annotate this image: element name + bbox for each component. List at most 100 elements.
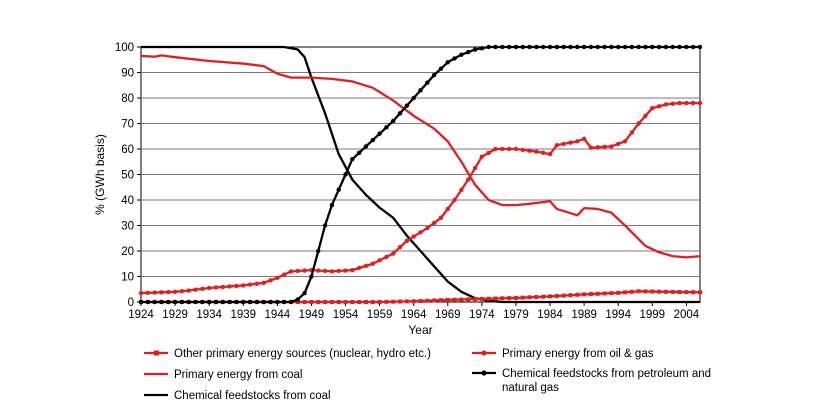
data-point (561, 141, 566, 147)
x-tick-label: 1934 (196, 309, 222, 321)
data-point (684, 290, 689, 295)
data-point (343, 268, 348, 273)
data-point (466, 177, 471, 182)
data-point (452, 197, 457, 203)
data-point (438, 215, 444, 221)
data-point (288, 269, 294, 274)
data-point (377, 258, 382, 263)
x-tick-label: 1999 (639, 309, 665, 321)
data-point (466, 297, 471, 302)
data-point (615, 141, 621, 147)
data-point (602, 44, 607, 50)
data-point (548, 294, 553, 299)
data-point (697, 100, 703, 106)
data-point (159, 290, 164, 295)
data-point (295, 300, 300, 304)
data-point (622, 44, 628, 50)
data-point (473, 297, 478, 302)
data-point (500, 146, 505, 152)
data-point (452, 297, 457, 302)
data-point (568, 44, 573, 50)
data-point (459, 297, 464, 302)
data-point (486, 150, 491, 156)
legend-label: Chemical feedstocks from coal (174, 390, 331, 402)
data-point (575, 292, 580, 297)
data-point (534, 149, 539, 154)
data-point (329, 269, 335, 274)
data-point (363, 144, 369, 149)
data-point (404, 299, 409, 304)
data-point (397, 244, 403, 250)
data-point (418, 230, 423, 235)
data-point (493, 44, 498, 50)
data-point (281, 272, 287, 277)
y-tick-label: 70 (121, 119, 134, 131)
grid-lines (141, 72, 700, 277)
data-point (166, 299, 171, 305)
y-axis-label: % (GWh basis) (93, 134, 107, 215)
data-point (329, 202, 335, 208)
x-tick-label: 1989 (571, 309, 597, 321)
data-point (650, 106, 655, 111)
series-3 (138, 100, 703, 296)
data-point (595, 145, 600, 150)
data-point (493, 296, 498, 301)
data-point (323, 300, 328, 304)
data-point (472, 47, 478, 52)
data-point (350, 300, 355, 304)
data-point (145, 290, 151, 296)
x-tick-label: 1984 (537, 309, 563, 321)
data-point (575, 44, 580, 50)
data-point (391, 118, 396, 124)
data-point (322, 268, 328, 274)
data-point (377, 300, 382, 304)
y-tick-label: 30 (121, 221, 134, 233)
data-point (466, 49, 471, 55)
x-tick-label: 2004 (674, 309, 700, 321)
y-tick-label: 0 (128, 297, 134, 309)
data-point (690, 100, 696, 106)
series-4 (138, 44, 703, 305)
data-point (568, 140, 573, 145)
data-point (295, 268, 300, 274)
data-point (588, 292, 593, 297)
data-point (370, 261, 375, 266)
data-point (643, 289, 648, 294)
data-point (690, 44, 696, 50)
data-point (698, 290, 702, 295)
data-point (623, 290, 628, 295)
data-point (227, 299, 232, 305)
data-point (363, 263, 369, 269)
data-point (336, 268, 341, 274)
data-point (650, 289, 655, 294)
data-point (377, 131, 382, 136)
data-point (534, 44, 539, 50)
data-point (220, 284, 226, 290)
x-tick-label: 1959 (367, 309, 393, 321)
data-point (206, 285, 212, 291)
data-point (459, 187, 464, 192)
data-point (213, 299, 219, 305)
data-point (356, 150, 362, 156)
data-point (520, 44, 525, 50)
legend: Other primary energy sources (nuclear, h… (144, 348, 711, 402)
data-point (663, 102, 669, 107)
data-point (616, 290, 621, 295)
series-line (140, 54, 701, 259)
x-tick-label: 1979 (503, 309, 529, 321)
legend-item: Primary energy from coal (144, 369, 302, 381)
data-point (411, 95, 416, 101)
data-point (227, 284, 232, 289)
data-point (643, 113, 648, 119)
x-tick-label: 1924 (128, 309, 154, 321)
data-point (541, 150, 546, 156)
data-point (254, 299, 260, 305)
data-point (234, 299, 239, 305)
y-tick-label: 20 (121, 246, 134, 258)
data-point (166, 289, 171, 295)
data-point (541, 44, 546, 50)
data-point (411, 234, 416, 239)
data-point (384, 125, 389, 130)
legend-swatch-marker (481, 350, 487, 356)
data-point (547, 151, 553, 157)
